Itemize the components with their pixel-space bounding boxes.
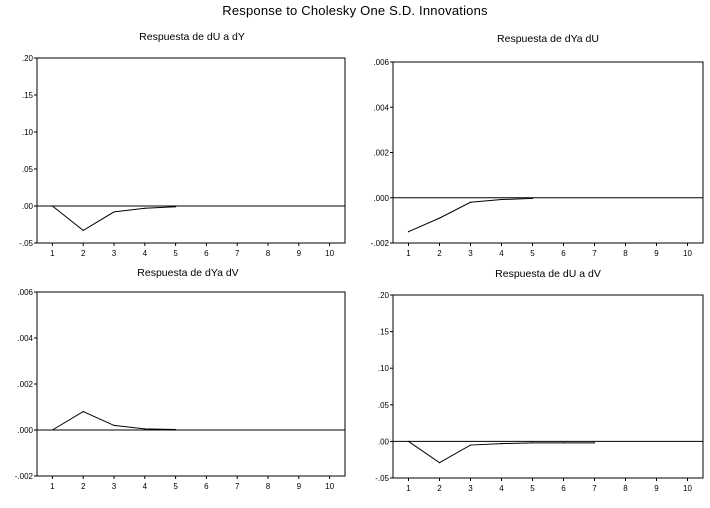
x-tick-label: 5 xyxy=(530,484,535,493)
y-tick-label: .15 xyxy=(22,91,34,100)
data-point xyxy=(175,428,177,431)
y-tick-label: .000 xyxy=(17,426,33,435)
x-tick-label: 7 xyxy=(235,482,240,491)
x-tick-label: 5 xyxy=(173,482,178,491)
x-tick-label: 3 xyxy=(112,482,117,491)
x-tick-label: 6 xyxy=(204,482,209,491)
y-tick-label: .00 xyxy=(22,202,34,211)
data-point xyxy=(593,442,596,444)
x-tick-label: 2 xyxy=(437,484,442,493)
x-tick-label: 8 xyxy=(623,249,628,258)
data-point xyxy=(469,444,472,446)
data-point xyxy=(144,207,146,209)
data-point xyxy=(500,198,503,201)
y-tick-label: -.002 xyxy=(15,472,34,481)
data-point xyxy=(562,442,565,444)
y-tick-label: .20 xyxy=(378,291,390,300)
data-point xyxy=(113,424,115,426)
data-point xyxy=(82,229,84,232)
y-tick-label: .10 xyxy=(22,128,34,137)
y-tick-label: .10 xyxy=(378,364,390,373)
x-tick-label: 6 xyxy=(561,484,566,493)
y-tick-label: .05 xyxy=(378,401,390,410)
x-tick-label: 4 xyxy=(499,249,504,258)
panel-title: Respuesta de dYa dV xyxy=(137,267,238,279)
panel-title: Respuesta de dU a dV xyxy=(495,268,601,280)
x-tick-label: 6 xyxy=(204,249,209,258)
x-tick-label: 10 xyxy=(325,249,334,258)
y-tick-label: .20 xyxy=(22,54,34,63)
data-point xyxy=(438,462,441,464)
x-tick-label: 10 xyxy=(683,484,692,493)
x-tick-label: 10 xyxy=(683,249,692,258)
data-point xyxy=(113,211,115,213)
x-tick-label: 3 xyxy=(468,484,473,493)
x-tick-label: 8 xyxy=(266,249,271,258)
panel-title: Respuesta de dYa dU xyxy=(497,33,599,45)
y-tick-label: .002 xyxy=(17,380,33,389)
y-tick-label: -.002 xyxy=(371,239,390,248)
x-tick-label: 2 xyxy=(81,482,86,491)
data-point xyxy=(82,411,84,413)
data-point xyxy=(175,206,177,208)
figure-title: Response to Cholesky One S.D. Innovation… xyxy=(222,3,488,18)
x-tick-label: 9 xyxy=(297,482,302,491)
x-tick-label: 4 xyxy=(143,249,148,258)
x-tick-label: 8 xyxy=(266,482,271,491)
x-tick-label: 5 xyxy=(173,249,178,258)
y-tick-label: -.05 xyxy=(375,474,389,483)
x-tick-label: 1 xyxy=(50,482,55,491)
y-tick-label: .00 xyxy=(378,437,390,446)
x-tick-label: 9 xyxy=(654,249,659,258)
data-point xyxy=(407,440,410,442)
x-tick-label: 4 xyxy=(143,482,148,491)
y-tick-label: .004 xyxy=(373,103,389,112)
data-point xyxy=(531,442,534,444)
y-tick-label: .004 xyxy=(17,334,33,343)
x-tick-label: 9 xyxy=(297,249,302,258)
data-point xyxy=(438,217,441,219)
y-tick-label: .006 xyxy=(17,288,33,297)
x-tick-label: 1 xyxy=(406,484,411,493)
x-tick-label: 3 xyxy=(112,249,117,258)
y-tick-label: -.05 xyxy=(19,239,33,248)
x-tick-label: 7 xyxy=(235,249,240,258)
x-tick-label: 1 xyxy=(50,249,55,258)
x-tick-label: 9 xyxy=(654,484,659,493)
data-point xyxy=(469,201,472,203)
y-tick-label: .006 xyxy=(373,58,389,67)
data-point xyxy=(51,429,54,431)
y-tick-label: .05 xyxy=(22,165,34,174)
plot-frame xyxy=(36,57,346,244)
data-point xyxy=(51,205,54,207)
x-tick-label: 7 xyxy=(592,484,597,493)
x-tick-label: 8 xyxy=(623,484,628,493)
x-tick-label: 2 xyxy=(81,249,86,258)
data-point xyxy=(407,231,410,233)
x-tick-label: 7 xyxy=(592,249,597,258)
x-tick-label: 5 xyxy=(530,249,535,258)
x-tick-label: 1 xyxy=(406,249,411,258)
series-line xyxy=(408,440,595,464)
x-tick-label: 6 xyxy=(561,249,566,258)
panel-title: Respuesta de dU a dY xyxy=(139,31,245,43)
x-tick-label: 2 xyxy=(437,249,442,258)
y-tick-label: .002 xyxy=(373,149,389,158)
y-tick-label: .15 xyxy=(378,328,390,337)
x-tick-label: 4 xyxy=(499,484,504,493)
x-tick-label: 10 xyxy=(325,482,334,491)
x-tick-label: 3 xyxy=(468,249,473,258)
plot-frame xyxy=(392,294,704,479)
data-point xyxy=(500,442,503,445)
data-point xyxy=(144,428,146,430)
y-tick-label: .000 xyxy=(373,194,389,203)
data-point xyxy=(531,197,534,200)
